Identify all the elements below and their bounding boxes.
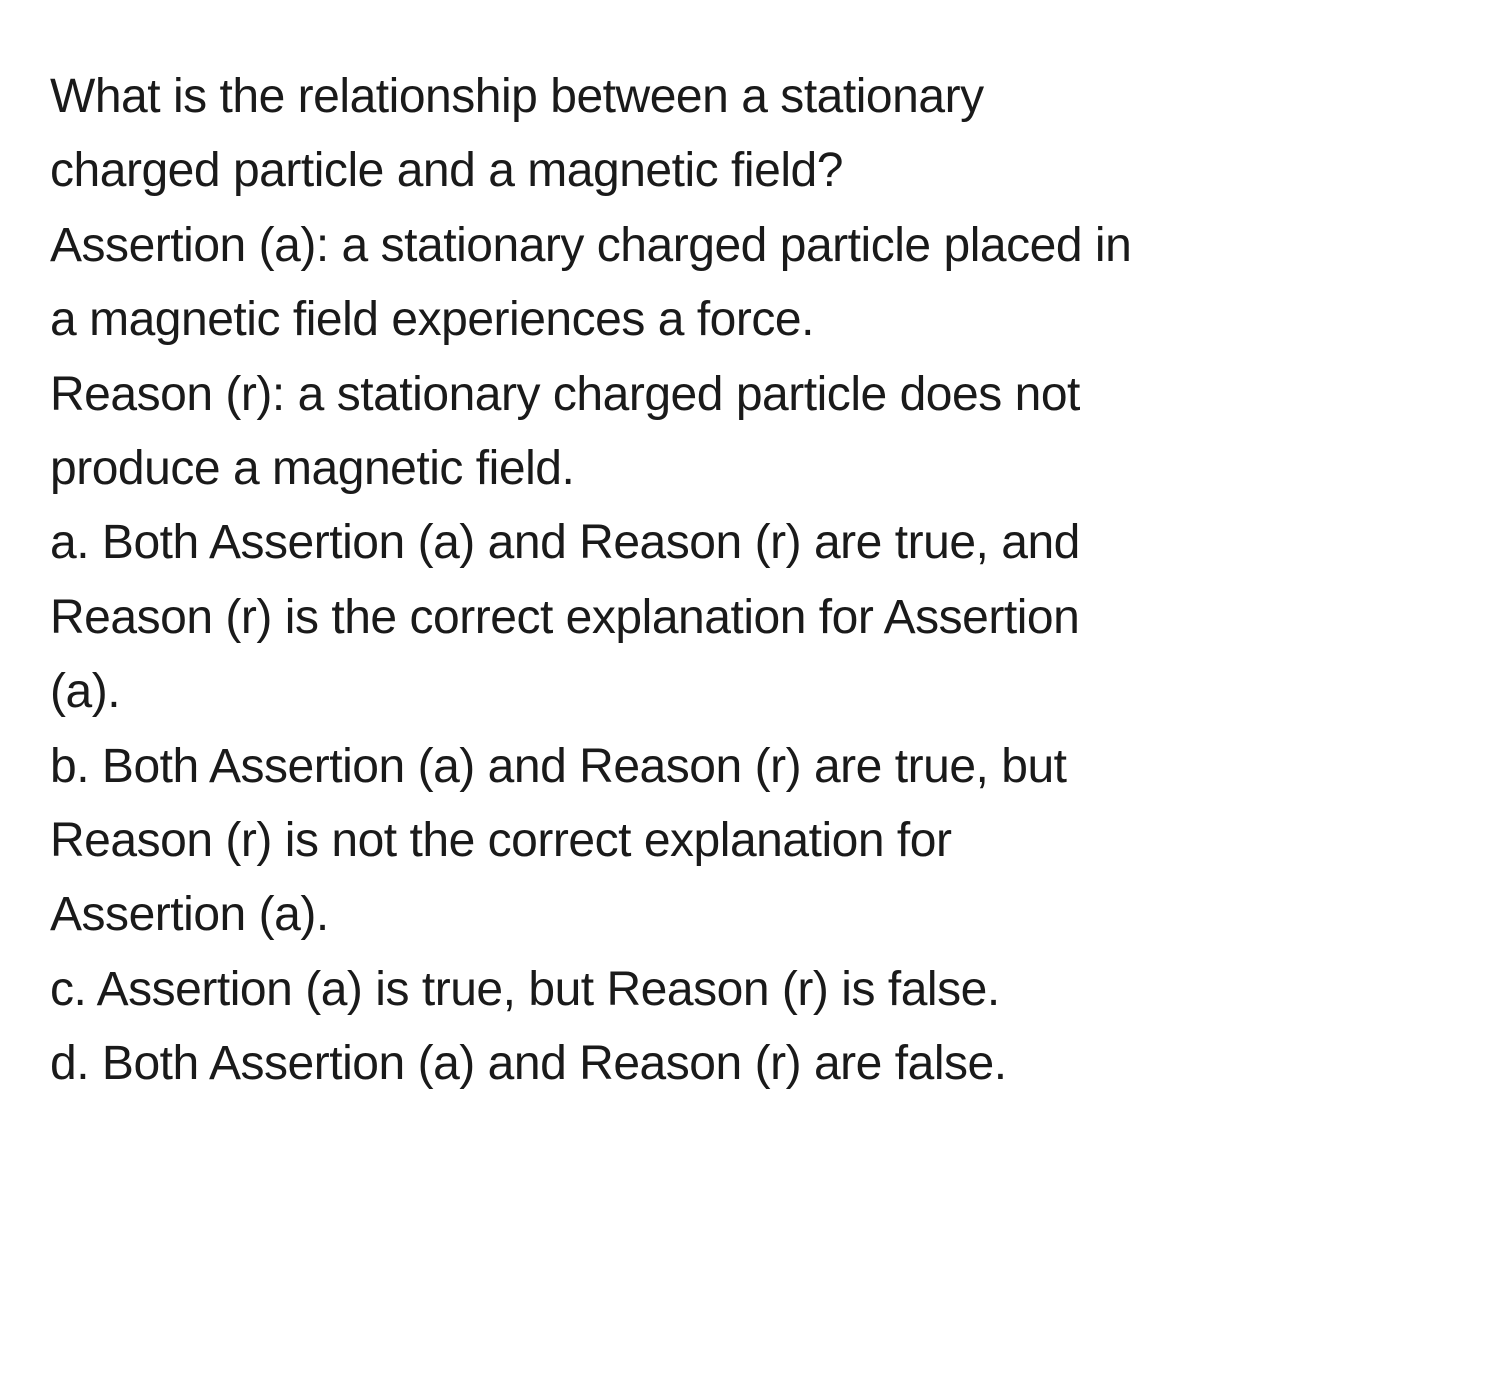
option-a-line: a. Both Assertion (a) and Reason (r) are… (50, 506, 1450, 580)
option-a-line: Reason (r) is the correct explanation fo… (50, 581, 1450, 655)
option-b-line: b. Both Assertion (a) and Reason (r) are… (50, 730, 1450, 804)
assertion-line: Assertion (a): a stationary charged part… (50, 209, 1450, 283)
option-b-line: Assertion (a). (50, 878, 1450, 952)
option-c-line: c. Assertion (a) is true, but Reason (r)… (50, 953, 1450, 1027)
option-a-line: (a). (50, 655, 1450, 729)
question-content: What is the relationship between a stati… (50, 60, 1450, 1101)
option-d-line: d. Both Assertion (a) and Reason (r) are… (50, 1027, 1450, 1101)
reason-line: produce a magnetic field. (50, 432, 1450, 506)
reason-line: Reason (r): a stationary charged particl… (50, 358, 1450, 432)
question-prompt-line: What is the relationship between a stati… (50, 60, 1450, 134)
assertion-line: a magnetic field experiences a force. (50, 283, 1450, 357)
question-prompt-line: charged particle and a magnetic field? (50, 134, 1450, 208)
option-b-line: Reason (r) is not the correct explanatio… (50, 804, 1450, 878)
